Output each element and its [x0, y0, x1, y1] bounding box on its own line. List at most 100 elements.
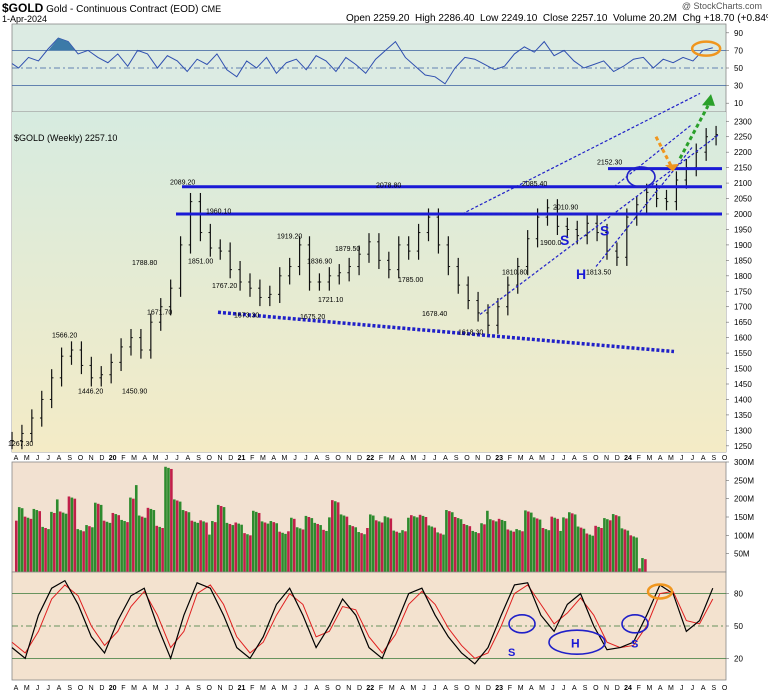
volume-bar — [576, 526, 580, 572]
volume-bar — [386, 517, 390, 572]
volume-bar — [383, 516, 387, 572]
volume-bar — [94, 502, 97, 572]
volume-bar — [541, 528, 545, 572]
volume-bar — [474, 532, 477, 572]
price-x-axis-label: D — [228, 455, 233, 462]
price-x-axis-label: M — [518, 455, 524, 462]
price-annotation: 1813.50 — [586, 269, 611, 276]
price-series-title: $GOLD (Weekly) 2257.10 — [14, 133, 117, 143]
volume-bar — [275, 523, 279, 572]
volume-bar — [395, 531, 398, 572]
stochastic-x-axis-label: J — [691, 685, 695, 692]
volume-bar — [263, 522, 267, 572]
stochastic-x-axis-label: 21 — [238, 685, 246, 692]
volume-bar — [281, 532, 284, 572]
price-x-axis-label: 22 — [366, 455, 374, 462]
stochastic-d-line — [11, 584, 714, 659]
stochastic-x-axis-label: A — [271, 685, 276, 692]
volume-bar — [407, 517, 410, 572]
volume-bar — [562, 517, 565, 572]
stockcharts-watermark: @ StockCharts.com — [681, 1, 762, 11]
volume-bar — [181, 510, 185, 572]
change-value: +18.70 (+0.84%) — [703, 13, 768, 24]
volume-bar — [489, 519, 492, 572]
volume-bar — [35, 510, 39, 572]
price-x-axis-label: A — [14, 455, 19, 462]
price-annotation: 1673.30 — [234, 313, 259, 320]
volume-bar — [99, 504, 103, 572]
stochastic-x-axis-label: N — [217, 685, 222, 692]
volume-bar — [161, 528, 164, 572]
volume-bar — [380, 522, 384, 572]
volume-bar — [196, 522, 200, 572]
volume-bar — [483, 524, 486, 572]
price-axis-tick-label: 1650 — [734, 318, 752, 327]
volume-bar — [354, 527, 358, 572]
volume-panel: 300M 250M 200M 150M 100M 50M — [11, 458, 754, 573]
volume-bar — [632, 536, 635, 572]
stochastic-x-axis-label: D — [486, 685, 491, 692]
volume-bar — [316, 523, 319, 572]
price-x-axis-label: S — [325, 455, 330, 462]
volume-bar — [170, 468, 173, 572]
price-x-axis-label: 21 — [238, 455, 246, 462]
volume-bar — [295, 527, 299, 572]
volume-bar — [50, 511, 53, 572]
pattern-head: H — [576, 266, 586, 282]
volume-bar — [606, 519, 609, 572]
price-x-axis-label: M — [539, 455, 545, 462]
price-x-axis-label: O — [593, 455, 599, 462]
rsi-line — [11, 37, 713, 85]
price-annotation: 1618.30 — [458, 330, 483, 337]
stochastic-x-axis-label: M — [24, 685, 30, 692]
volume-bar — [412, 516, 416, 572]
volume-bar — [284, 533, 287, 572]
stochastic-x-axis-label: D — [228, 685, 233, 692]
price-x-axis-label: J — [562, 455, 566, 462]
volume-bar — [442, 534, 445, 572]
price-x-axis-label: M — [24, 455, 30, 462]
volume-bar — [342, 515, 346, 572]
volume-bar — [26, 517, 30, 572]
volume-bar — [418, 514, 422, 572]
price-annotation: 1566.20 — [52, 333, 77, 340]
volume-bar — [149, 508, 153, 572]
stochastic-x-axis-label: M — [668, 685, 674, 692]
price-axis-tick-label: 2150 — [734, 164, 752, 173]
stochastic-x-axis-label: N — [475, 685, 480, 692]
volume-bar — [158, 526, 161, 572]
volume-bar — [23, 516, 27, 572]
volume-bar — [333, 501, 337, 572]
stochastic-x-axis-label: O — [78, 685, 84, 692]
price-gradient — [12, 112, 726, 452]
volume-bar — [570, 513, 574, 572]
volume-bar — [132, 498, 135, 572]
stochastic-x-axis-label: J — [293, 685, 297, 692]
volume-bar — [111, 512, 115, 572]
stoch-orange-ellipse — [646, 583, 674, 600]
price-annotation: 1919.20 — [277, 234, 302, 241]
volume-bar — [254, 511, 258, 572]
volume-bar — [351, 526, 355, 572]
rsi-axis-tick-label: 70 — [734, 46, 743, 55]
volume-bar — [222, 507, 226, 572]
price-x-axis-label: D — [486, 455, 491, 462]
stoch-head-ellipse — [548, 629, 606, 656]
volume-bar — [644, 559, 647, 572]
price-annotation: 1788.80 — [132, 260, 157, 267]
volume-bar — [278, 531, 281, 572]
volume-bar — [456, 518, 460, 572]
stochastic-x-axis-label: M — [539, 685, 545, 692]
price-annotation: 2010.90 — [553, 204, 578, 211]
price-axis-tick-label: 1950 — [734, 225, 752, 234]
stochastic-x-axis-label: O — [593, 685, 599, 692]
price-x-axis-label: M — [647, 455, 653, 462]
volume-bar — [491, 520, 495, 572]
volume-bar — [503, 521, 507, 572]
stochastic-x-axis-label: J — [36, 685, 40, 692]
stochastic-x-axis-label: A — [443, 685, 448, 692]
rsi-overbought-fill — [48, 38, 75, 51]
volume-bar — [512, 531, 516, 572]
stochastic-x-axis-label: 23 — [495, 685, 503, 692]
price-x-axis-label: J — [293, 455, 297, 462]
